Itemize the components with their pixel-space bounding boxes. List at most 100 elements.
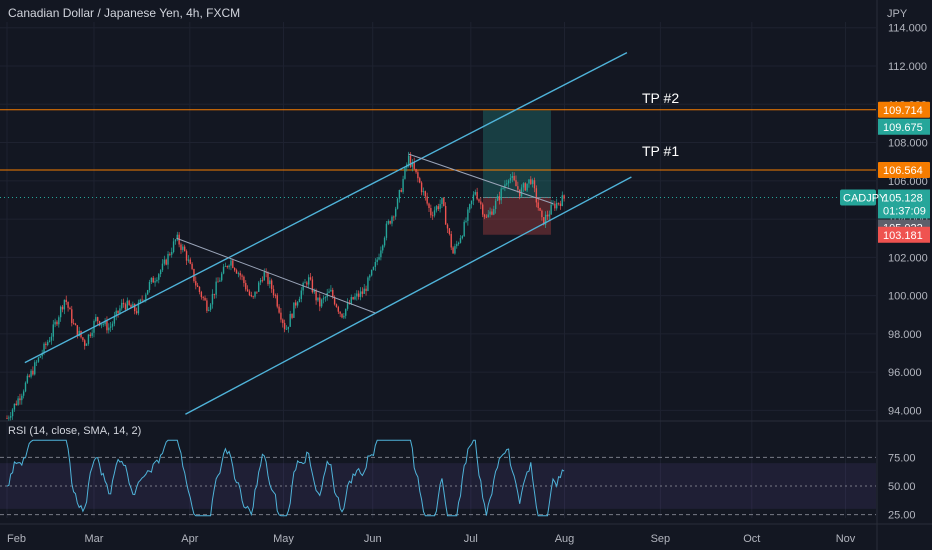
candle-body xyxy=(420,182,423,193)
candle-body xyxy=(58,317,60,325)
candle-body xyxy=(428,203,430,208)
x-tick-label: Aug xyxy=(555,533,575,545)
candle-body xyxy=(444,205,447,225)
trendline-1[interactable] xyxy=(176,237,376,314)
candle-body xyxy=(450,233,452,248)
channel-lower-line[interactable] xyxy=(185,176,632,415)
tp1-price-tag: 106.564 xyxy=(883,165,923,177)
candle-body xyxy=(356,293,358,297)
candle-body xyxy=(500,188,502,201)
candle-body xyxy=(241,275,243,277)
candle-body xyxy=(246,289,249,292)
candle-body xyxy=(489,211,491,215)
candle-body xyxy=(226,266,228,268)
candle-body xyxy=(330,289,332,292)
candle-body xyxy=(524,183,526,191)
candle-body xyxy=(215,281,217,295)
candle-body xyxy=(513,175,515,181)
candle-body xyxy=(198,286,201,293)
candle-body xyxy=(95,317,97,321)
candle-body xyxy=(82,337,84,341)
candle-body xyxy=(148,282,151,291)
y-tick-label: 114.000 xyxy=(888,23,927,35)
candle-body xyxy=(372,267,375,270)
candle-body xyxy=(506,183,508,185)
candle-body xyxy=(382,245,384,251)
trendline-2[interactable] xyxy=(408,153,554,205)
x-tick-label: Apr xyxy=(181,533,198,545)
candle-body xyxy=(267,272,269,285)
candle-body xyxy=(204,297,206,301)
candle-body xyxy=(563,195,565,199)
candle-body xyxy=(346,302,349,309)
candle-body xyxy=(507,180,510,184)
rsi-tick-label: 25.00 xyxy=(888,510,916,522)
drawing-layer[interactable] xyxy=(24,51,632,415)
candle-body xyxy=(430,207,432,216)
candle-body xyxy=(463,221,465,237)
candle-body xyxy=(306,282,308,285)
candle-body xyxy=(22,391,25,396)
long-position-profit-zone[interactable] xyxy=(483,110,551,198)
candle-body xyxy=(180,244,182,250)
candle-body xyxy=(134,304,136,312)
candle-body xyxy=(272,289,275,296)
candle-body xyxy=(296,302,299,306)
candle-body xyxy=(535,188,538,203)
candle-body xyxy=(528,179,530,184)
candle-body xyxy=(76,325,79,336)
x-tick-label: Feb xyxy=(7,533,26,545)
candle-body xyxy=(493,209,495,215)
candle-body xyxy=(89,334,91,336)
candle-body xyxy=(376,259,378,262)
y-tick-label: 102.000 xyxy=(888,252,928,264)
candle-body xyxy=(413,162,415,169)
candle-body xyxy=(470,200,473,205)
x-tick-label: Sep xyxy=(651,533,671,545)
candle-body xyxy=(352,297,354,300)
candle-body xyxy=(237,273,240,274)
candle-body xyxy=(498,196,501,201)
candle-body xyxy=(259,280,262,283)
price-tags: 109.714 109.675 106.564 105.12801:37:09CADJ… xyxy=(840,101,930,243)
candle-body xyxy=(402,178,404,192)
candle-body xyxy=(209,304,212,310)
chart-title: Canadian Dollar / Japanese Yen, 4h, FXCM xyxy=(8,6,240,20)
candle-body xyxy=(398,189,401,199)
x-tick-label: Nov xyxy=(836,533,856,545)
candle-body xyxy=(158,274,160,280)
rsi-layer xyxy=(6,439,565,517)
candle-body xyxy=(480,201,482,205)
candle-body xyxy=(250,295,253,297)
candle-body xyxy=(211,293,214,305)
candle-body xyxy=(222,266,225,274)
current-price-tag-bg xyxy=(878,189,930,219)
candle-body xyxy=(182,246,184,250)
candle-body xyxy=(146,290,149,295)
candle-body xyxy=(69,307,71,310)
long-position-loss-zone[interactable] xyxy=(483,197,551,235)
candle-body xyxy=(291,314,293,318)
rsi-tick-label: 50.00 xyxy=(888,481,916,493)
candle-body xyxy=(159,270,162,275)
candle-body xyxy=(6,418,8,419)
candle-body xyxy=(208,309,210,311)
candle-body xyxy=(54,321,56,325)
candle-body xyxy=(191,263,193,269)
candle-body xyxy=(59,306,62,318)
candle-body xyxy=(56,321,58,325)
candle-body xyxy=(10,416,12,418)
candle-body xyxy=(187,259,190,261)
candle-body xyxy=(533,180,536,189)
candle-body xyxy=(34,362,36,375)
candle-body xyxy=(161,263,164,271)
candle-body xyxy=(543,217,545,225)
candle-body xyxy=(437,206,439,210)
candle-body xyxy=(24,382,27,392)
x-tick-label: May xyxy=(273,533,294,545)
candle-body xyxy=(278,306,280,313)
channel-upper-line[interactable] xyxy=(24,51,628,364)
